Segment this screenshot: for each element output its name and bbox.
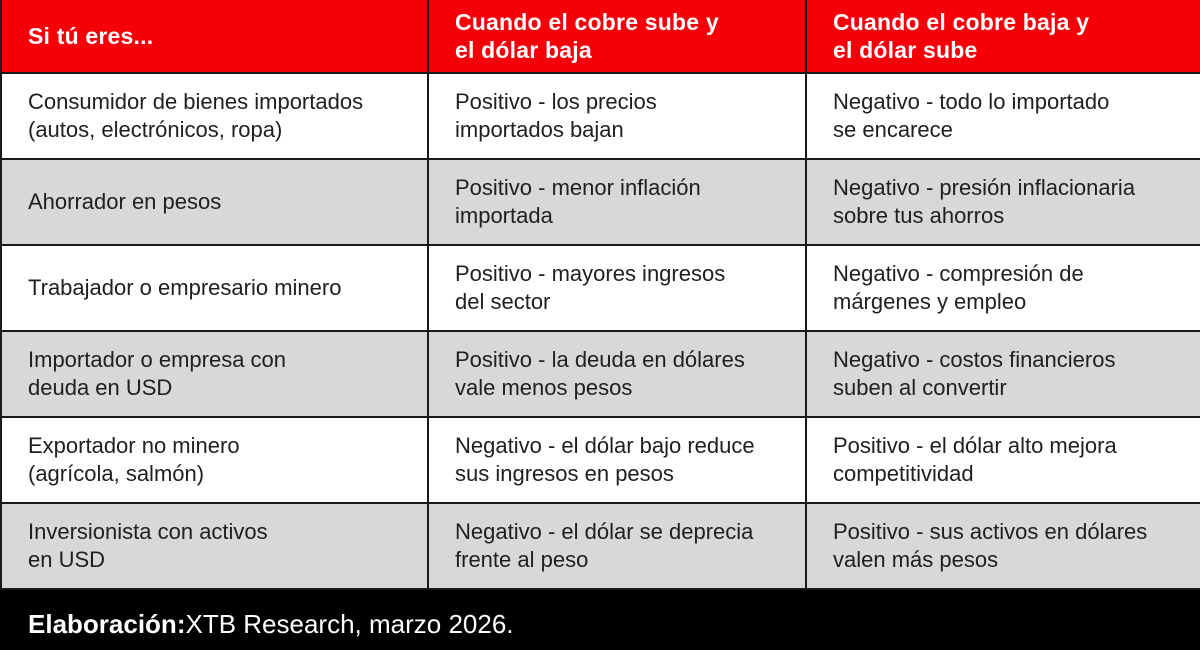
table-cell: Negativo - costos financieros suben al c… [805,330,1200,419]
header-cell-copper-up: Cuando el cobre sube y el dólar baja [427,0,807,75]
table-row: Importador o empresa con deuda en USD Po… [0,330,1200,419]
table-row: Trabajador o empresario minero Positivo … [0,244,1200,333]
table-cell: Negativo - todo lo importado se encarece [805,72,1200,161]
table-cell: Negativo - compresión de márgenes y empl… [805,244,1200,333]
header-row: Si tú eres... Cuando el cobre sube y el … [0,0,1200,75]
table-cell: Negativo - el dólar se deprecia frente a… [427,502,807,591]
source-text: XTB Research, marzo 2026. [185,608,514,639]
header-cell-profile: Si tú eres... [0,0,429,75]
header-cell-copper-down: Cuando el cobre baja y el dólar sube [805,0,1200,75]
table-cell: Inversionista con activos en USD [0,502,429,591]
table-cell: Positivo - la deuda en dólares vale meno… [427,330,807,419]
source-label: Elaboración: [28,608,186,639]
table-cell: Exportador no minero (agrícola, salmón) [0,416,429,505]
table-cell: Negativo - presión inflacionaria sobre t… [805,158,1200,247]
impact-table-container: Si tú eres... Cuando el cobre sube y el … [0,0,1200,591]
table-row: Ahorrador en pesos Positivo - menor infl… [0,158,1200,247]
table-row: Exportador no minero (agrícola, salmón) … [0,416,1200,505]
table-cell: Positivo - el dólar alto mejora competit… [805,416,1200,505]
table-cell: Trabajador o empresario minero [0,244,429,333]
source-footer: Elaboración: XTB Research, marzo 2026. [0,590,1200,650]
table-row: Consumidor de bienes importados (autos, … [0,72,1200,161]
table-cell: Ahorrador en pesos [0,158,429,247]
table-cell: Positivo - sus activos en dólares valen … [805,502,1200,591]
table-cell: Positivo - los precios importados bajan [427,72,807,161]
table-cell: Importador o empresa con deuda en USD [0,330,429,419]
table-cell: Negativo - el dólar bajo reduce sus ingr… [427,416,807,505]
table-cell: Consumidor de bienes importados (autos, … [0,72,429,161]
table-cell: Positivo - menor inflación importada [427,158,807,247]
table-cell: Positivo - mayores ingresos del sector [427,244,807,333]
impact-table: Si tú eres... Cuando el cobre sube y el … [0,0,1200,591]
table-row: Inversionista con activos en USD Negativ… [0,502,1200,591]
